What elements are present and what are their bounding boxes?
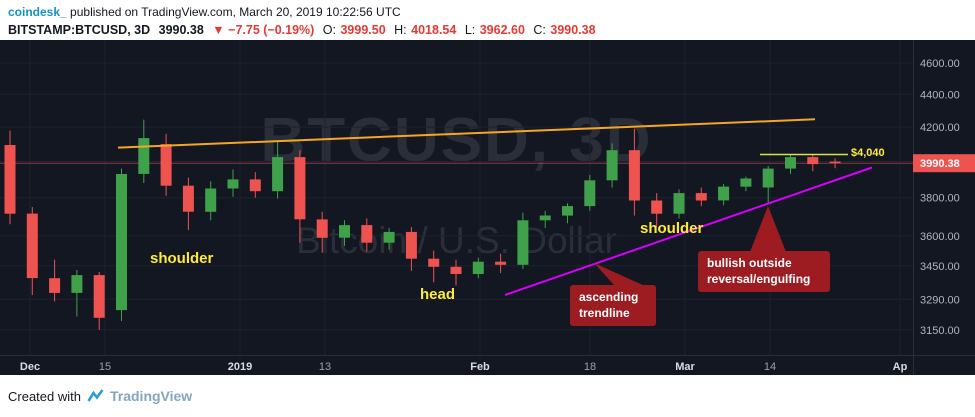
price-tick-label[interactable]: 3150.00 — [920, 325, 960, 337]
time-axis-label[interactable]: 13 — [319, 361, 331, 373]
time-axis-label[interactable]: Ap — [893, 361, 908, 373]
candle-up — [116, 174, 127, 311]
time-axis-label[interactable]: 2019 — [228, 361, 252, 373]
ascending-trendline[interactable] — [504, 166, 873, 296]
candle-down — [361, 225, 373, 243]
candle-up — [383, 231, 395, 243]
candle-down — [294, 157, 306, 220]
tradingview-logo-icon — [87, 389, 104, 402]
neckline-trendline[interactable] — [117, 118, 816, 149]
price-level-label[interactable]: $4,040 — [851, 147, 885, 159]
candle-up — [718, 186, 730, 201]
time-axis-label[interactable]: 15 — [99, 361, 111, 373]
candle-up — [71, 275, 83, 293]
symbol-title: BITSTAMP:BTCUSD, 3D — [8, 23, 151, 37]
candle-down — [428, 258, 440, 267]
candle-up — [740, 178, 752, 187]
attribution-text: published on TradingView.com, March 20, … — [70, 5, 401, 19]
price-chart-canvas[interactable]: 4600.00 4400.00 4200.00 3800.00 3600.00 3450.… — [0, 40, 975, 375]
price-tick-label[interactable]: 3800.00 — [920, 193, 960, 205]
high-value: 4018.54 — [411, 23, 457, 37]
candle-down — [495, 261, 507, 265]
candle-up — [227, 179, 239, 189]
candle-down — [651, 200, 663, 214]
candle-down — [93, 275, 105, 318]
candle-up — [785, 157, 796, 169]
candle-up — [472, 261, 484, 274]
price-tick-label[interactable]: 4200.00 — [920, 122, 960, 134]
candle-down — [695, 193, 707, 201]
close-label: C: — [533, 23, 546, 37]
candle-down — [450, 266, 462, 274]
open-label: O: — [322, 23, 336, 37]
candle-down — [4, 145, 16, 214]
time-axis-label[interactable]: Dec — [20, 361, 40, 373]
time-axis-label[interactable]: 18 — [584, 361, 596, 373]
candle-down — [829, 161, 841, 164]
candle-up — [762, 168, 774, 188]
callout-bullish-reversal[interactable]: bullish outside reversal/engulfing — [698, 251, 830, 293]
candle-up — [584, 180, 596, 207]
candle-down — [405, 231, 417, 259]
high-label: H: — [394, 23, 407, 37]
time-axis-label[interactable]: Feb — [470, 361, 490, 373]
candle-down — [316, 219, 328, 238]
price-tick-label[interactable]: 4400.00 — [920, 89, 960, 101]
candle-down — [628, 150, 640, 201]
label-left-shoulder[interactable]: shoulder — [150, 250, 214, 267]
candle-up — [673, 193, 685, 214]
last-price-tag — [913, 154, 975, 173]
time-axis-label[interactable]: Mar — [675, 361, 695, 373]
callout-pointer — [594, 263, 645, 286]
attribution-line: coindesk_ published on TradingView.com, … — [8, 5, 975, 19]
price-tick-label[interactable]: 3450.00 — [920, 261, 960, 273]
candle-up — [339, 225, 350, 238]
candle-up — [517, 220, 529, 265]
symbol-line: BITSTAMP:BTCUSD, 3D 3990.38 ▼ −7.75 (−0.… — [8, 23, 975, 37]
candle-up — [606, 150, 618, 181]
low-label: L: — [464, 23, 476, 37]
time-axis-label[interactable]: 14 — [764, 361, 776, 373]
candle-down — [49, 278, 61, 293]
price-tick-label[interactable]: 4600.00 — [920, 58, 960, 70]
candle-down — [249, 179, 261, 192]
last-price: 3990.38 — [158, 23, 204, 37]
open-value: 3999.50 — [340, 23, 386, 37]
candle-down — [807, 157, 819, 165]
last-price-tag-value: 3990.38 — [920, 158, 960, 170]
price-tick-label[interactable]: 3600.00 — [920, 231, 960, 243]
candle-down — [160, 144, 172, 186]
candle-down — [182, 185, 194, 212]
footer: Created with TradingView — [0, 375, 975, 417]
callout-ascending-trendline[interactable]: ascending trendline — [570, 285, 656, 327]
callout-pointer — [750, 206, 786, 252]
candle-up — [539, 215, 551, 221]
price-tick-label[interactable]: 3290.00 — [920, 294, 960, 306]
tradingview-brand-link[interactable]: TradingView — [109, 388, 193, 404]
candle-up — [562, 206, 573, 216]
candle-down — [26, 213, 38, 279]
created-with-text: Created with — [8, 388, 81, 404]
label-right-shoulder[interactable]: shoulder — [640, 220, 704, 237]
chart-area[interactable]: BTCUSD, 3D Bitcoin / U.S. Dollar 4600.00… — [0, 40, 975, 375]
label-head[interactable]: head — [420, 286, 456, 303]
close-value: 3990.38 — [550, 23, 596, 37]
candle-up — [138, 138, 150, 174]
price-change: ▼ −7.75 (−0.19%) — [212, 23, 315, 37]
candle-up — [272, 157, 284, 192]
author-link[interactable]: coindesk_ — [8, 5, 67, 19]
low-value: 3962.60 — [479, 23, 525, 37]
candle-up — [205, 188, 217, 212]
chart-header: coindesk_ published on TradingView.com, … — [0, 0, 975, 40]
